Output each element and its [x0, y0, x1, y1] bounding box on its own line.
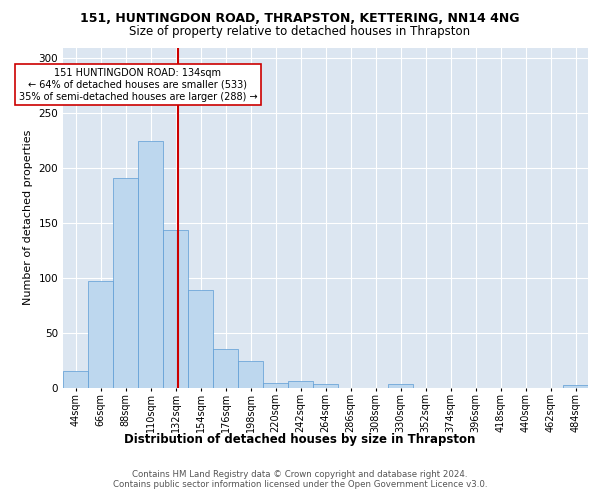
Bar — [213, 349, 238, 388]
Bar — [563, 386, 588, 388]
Bar — [238, 361, 263, 388]
Bar — [163, 230, 188, 388]
Bar — [138, 140, 163, 388]
Bar — [88, 281, 113, 388]
Bar — [188, 290, 213, 388]
Text: Contains HM Land Registry data © Crown copyright and database right 2024.
Contai: Contains HM Land Registry data © Crown c… — [113, 470, 487, 489]
Text: Size of property relative to detached houses in Thrapston: Size of property relative to detached ho… — [130, 25, 470, 38]
Bar — [63, 371, 88, 388]
Bar — [388, 384, 413, 388]
Bar — [113, 178, 138, 388]
Bar — [313, 384, 338, 388]
Bar — [288, 381, 313, 388]
Text: 151, HUNTINGDON ROAD, THRAPSTON, KETTERING, NN14 4NG: 151, HUNTINGDON ROAD, THRAPSTON, KETTERI… — [80, 12, 520, 26]
Text: Distribution of detached houses by size in Thrapston: Distribution of detached houses by size … — [124, 432, 476, 446]
Y-axis label: Number of detached properties: Number of detached properties — [23, 130, 33, 305]
Text: 151 HUNTINGDON ROAD: 134sqm
← 64% of detached houses are smaller (533)
35% of se: 151 HUNTINGDON ROAD: 134sqm ← 64% of det… — [19, 68, 257, 102]
Bar — [263, 383, 288, 388]
